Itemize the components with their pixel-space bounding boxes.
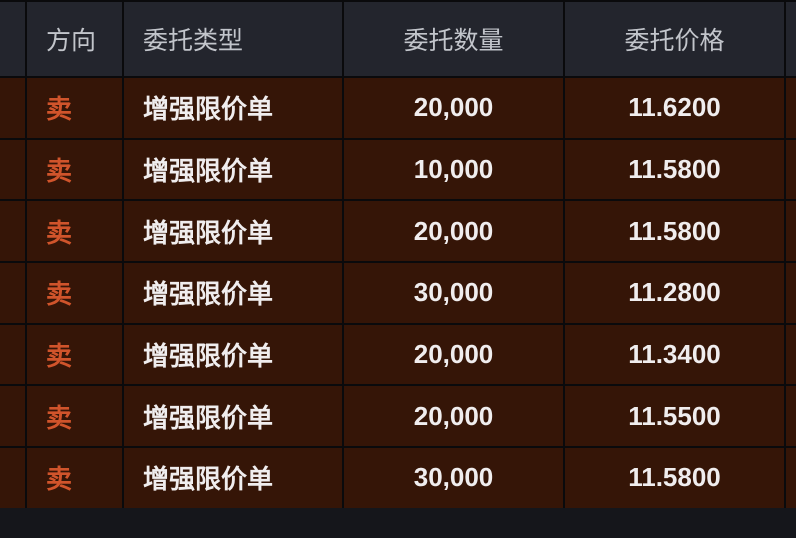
row-clipped-right xyxy=(786,448,796,508)
table-footer-strip xyxy=(0,507,796,538)
row-clipped-right xyxy=(786,324,796,385)
cell-order-type[interactable]: 增强限价单 xyxy=(124,324,342,385)
cell-direction[interactable]: 卖 xyxy=(27,201,122,262)
cell-quantity[interactable]: 20,000 xyxy=(344,386,563,447)
cell-quantity[interactable]: 30,000 xyxy=(344,448,563,508)
cell-quantity[interactable]: 20,000 xyxy=(344,78,563,138)
cell-order-type[interactable]: 增强限价单 xyxy=(124,139,342,200)
cell-order-type[interactable]: 增强限价单 xyxy=(124,448,342,508)
order-table: 方向 委托类型 委托数量 委托价格 卖 增强限价单 20,000 11.6200… xyxy=(0,0,796,508)
row-clipped-left xyxy=(0,139,25,200)
row-clipped-left xyxy=(0,78,25,138)
col-header-quantity: 委托数量 xyxy=(344,2,563,76)
row-clipped-left xyxy=(0,263,25,323)
cell-direction[interactable]: 卖 xyxy=(27,78,122,138)
row-clipped-right xyxy=(786,78,796,138)
cell-quantity[interactable]: 20,000 xyxy=(344,201,563,262)
cell-quantity[interactable]: 20,000 xyxy=(344,324,563,385)
cell-direction[interactable]: 卖 xyxy=(27,263,122,323)
cell-order-type[interactable]: 增强限价单 xyxy=(124,78,342,138)
col-header-price: 委托价格 xyxy=(565,2,784,76)
row-clipped-left xyxy=(0,448,25,508)
cell-order-type[interactable]: 增强限价单 xyxy=(124,201,342,262)
row-clipped-right xyxy=(786,201,796,262)
cell-direction[interactable]: 卖 xyxy=(27,139,122,200)
row-clipped-right xyxy=(786,263,796,323)
cell-quantity[interactable]: 10,000 xyxy=(344,139,563,200)
row-clipped-left xyxy=(0,201,25,262)
cell-price[interactable]: 11.3400 xyxy=(565,324,784,385)
header-clipped-left xyxy=(0,2,25,76)
col-header-direction: 方向 xyxy=(27,2,122,76)
cell-price[interactable]: 11.5500 xyxy=(565,386,784,447)
cell-order-type[interactable]: 增强限价单 xyxy=(124,263,342,323)
cell-price[interactable]: 11.6200 xyxy=(565,78,784,138)
row-clipped-right xyxy=(786,386,796,447)
cell-price[interactable]: 11.5800 xyxy=(565,448,784,508)
cell-price[interactable]: 11.5800 xyxy=(565,139,784,200)
cell-quantity[interactable]: 30,000 xyxy=(344,263,563,323)
cell-order-type[interactable]: 增强限价单 xyxy=(124,386,342,447)
row-clipped-left xyxy=(0,324,25,385)
header-clipped-right xyxy=(786,2,796,76)
cell-direction[interactable]: 卖 xyxy=(27,386,122,447)
col-header-order-type: 委托类型 xyxy=(124,2,342,76)
cell-direction[interactable]: 卖 xyxy=(27,448,122,508)
cell-direction[interactable]: 卖 xyxy=(27,324,122,385)
row-clipped-right xyxy=(786,139,796,200)
cell-price[interactable]: 11.5800 xyxy=(565,201,784,262)
cell-price[interactable]: 11.2800 xyxy=(565,263,784,323)
row-clipped-left xyxy=(0,386,25,447)
